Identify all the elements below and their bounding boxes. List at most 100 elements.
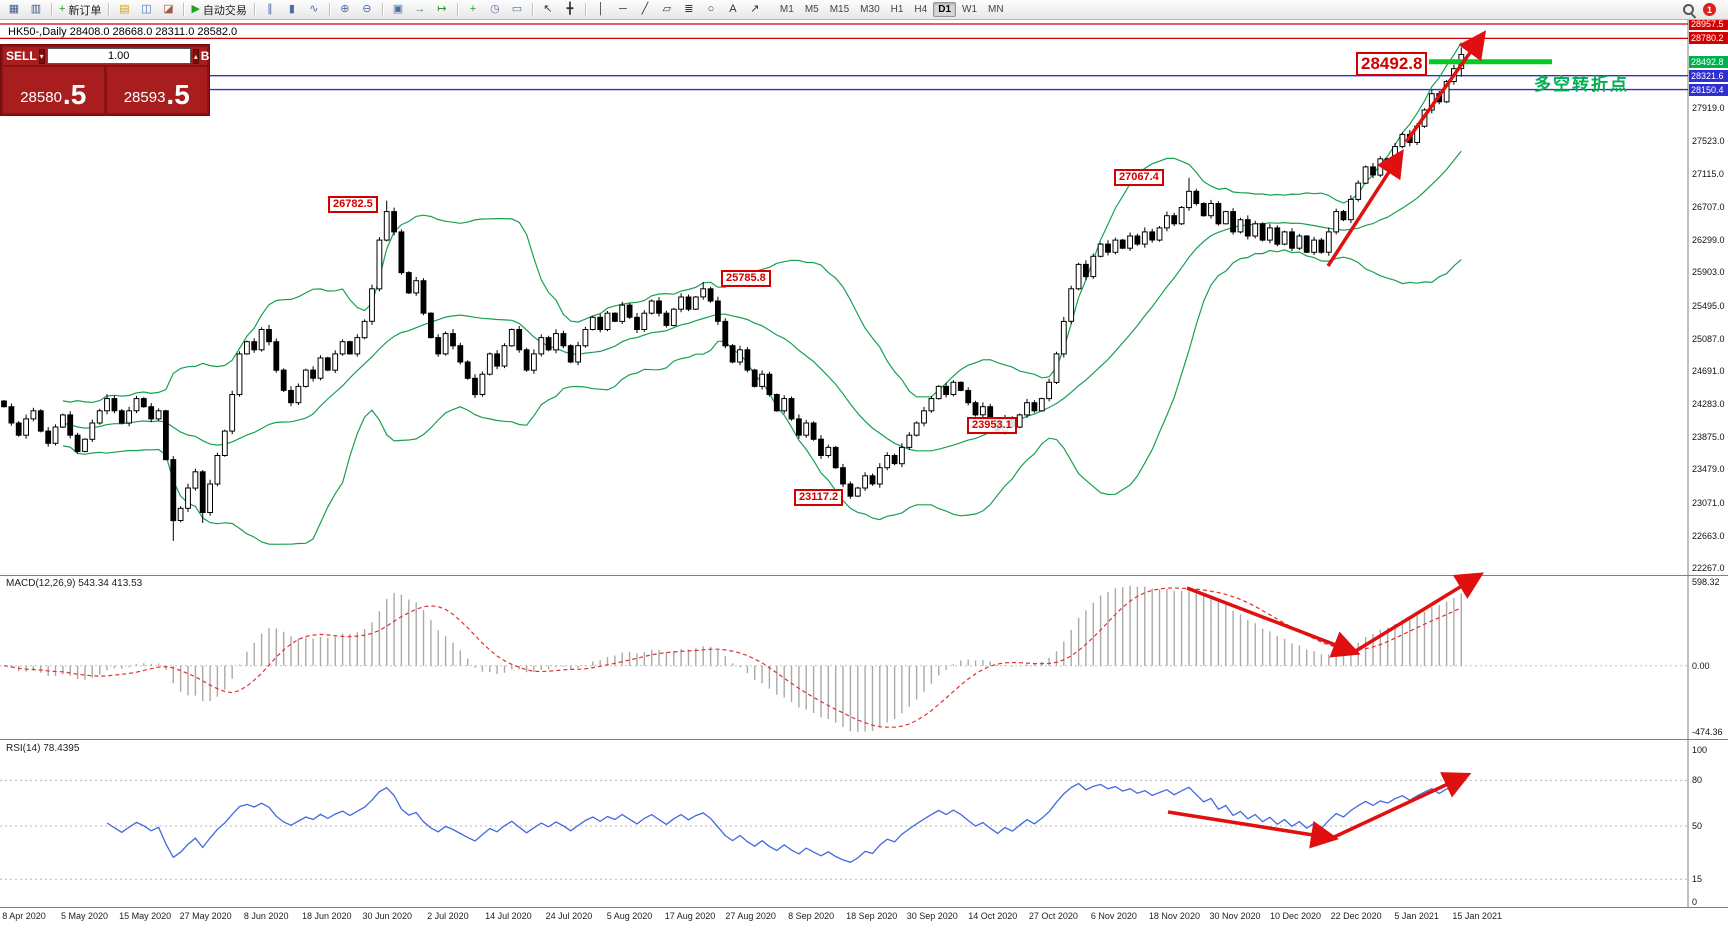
price-label-27067.4[interactable]: 27067.4 <box>1114 169 1164 186</box>
auto-trading-button-label: 自动交易 <box>202 4 247 17</box>
price-axis-highlight-28150.4: 28150.4 <box>1689 83 1728 96</box>
price-label-23953.1[interactable]: 23953.1 <box>967 417 1017 434</box>
timeframe-button-mn[interactable]: MN <box>983 2 1009 17</box>
line-chart-mode-icon: ∿ <box>309 3 319 15</box>
macd-down-arrow <box>1186 586 1361 658</box>
data-window-icon[interactable]: ◫ <box>136 2 156 18</box>
notification-badge[interactable]: 1 <box>1703 3 1716 16</box>
periods-icon: ◷ <box>490 3 500 15</box>
search-icon-handle <box>1690 12 1697 19</box>
price-label-28492.8[interactable]: 28492.8 <box>1356 52 1428 76</box>
uptrend-arrow-1 <box>1326 149 1404 267</box>
horizontal-line-icon: ─ <box>619 3 627 15</box>
auto-trading-button[interactable]: ▶ 自动交易 <box>189 2 248 18</box>
toolbar-separator <box>381 3 383 16</box>
crosshair-icon[interactable]: ╋ <box>560 2 580 18</box>
price-axis-highlight-28492.8: 28492.8 <box>1689 55 1728 68</box>
text-icon[interactable]: A <box>723 2 743 18</box>
time-axis-label: 8 Sep 2020 <box>788 911 835 921</box>
time-axis-label: 30 Jun 2020 <box>362 911 413 921</box>
price-label-23117.2[interactable]: 23117.2 <box>794 489 844 506</box>
rsi-down-arrow <box>1167 810 1339 849</box>
rsi-indicator-label: RSI(14) 78.4395 <box>6 743 80 754</box>
turning-point-annotation[interactable]: 多空转折点 <box>1534 75 1629 94</box>
shapes-icon[interactable]: ○ <box>701 2 721 18</box>
navigator-icon[interactable]: ◪ <box>158 2 178 18</box>
vertical-line-icon[interactable]: │ <box>591 2 611 18</box>
timeframe-button-h1[interactable]: H1 <box>886 2 909 17</box>
price-axis-label: 27919.0 <box>1692 103 1725 114</box>
price-axis-label: 24283.0 <box>1692 399 1725 410</box>
trendline-icon[interactable]: ╱ <box>635 2 655 18</box>
tile-windows-icon[interactable]: ▣ <box>388 2 408 18</box>
line-chart-mode-icon[interactable]: ∿ <box>304 2 324 18</box>
price-axis-label: 24691.0 <box>1692 365 1725 376</box>
navigator-icon: ◪ <box>163 3 174 15</box>
chart-profiles-icon: ▥ <box>30 3 42 15</box>
zoom-out-icon[interactable]: ⊖ <box>357 2 377 18</box>
sell-button[interactable]: SELL <box>6 49 37 63</box>
time-axis-label: 14 Oct 2020 <box>968 911 1018 921</box>
chart-shift-icon[interactable]: ↦ <box>432 2 452 18</box>
buy-price-main: 28593 <box>123 89 166 106</box>
volume-down-icon[interactable]: ▾ <box>38 48 45 64</box>
price-label-26782.5[interactable]: 26782.5 <box>328 196 378 213</box>
timeframe-button-h4[interactable]: H4 <box>909 2 932 17</box>
trade-panel-prices: 28580 .5 28593 .5 <box>3 67 207 113</box>
timeframe-button-m1[interactable]: M1 <box>775 2 799 17</box>
channel-icon[interactable]: ▱ <box>657 2 677 18</box>
buy-price[interactable]: 28593 .5 <box>106 67 207 113</box>
chart-shift-icon: ↦ <box>437 3 447 15</box>
toolbar-button-group: ▦ ▥ + 新订单 ▤ ◫ ◪ ▶ 自动交易 ∥ ▮ ∿ ⊕ ⊖ ▣ → ↦ + ◷ ▭ ↖ ╋ │ ─ ╱ ▱ ≣ ○ A ↗ <box>4 2 765 18</box>
horizontal-line-icon[interactable]: ─ <box>613 2 633 18</box>
rsi-scale-label: 15 <box>1692 874 1703 885</box>
zoom-in-icon: ⊕ <box>340 3 350 15</box>
time-axis-label: 15 Jan 2021 <box>1452 911 1502 921</box>
price-axis-label: 27523.0 <box>1692 135 1725 146</box>
sell-price-main: 28580 <box>20 89 62 106</box>
fibonacci-icon[interactable]: ≣ <box>679 2 699 18</box>
price-axis-label: 22663.0 <box>1692 530 1725 541</box>
price-axis-label: 23479.0 <box>1692 464 1725 475</box>
timeframe-button-m30[interactable]: M30 <box>855 2 884 17</box>
buy-button[interactable]: BUY <box>200 49 227 63</box>
candlestick-mode-icon[interactable]: ▮ <box>282 2 302 18</box>
volume-up-icon[interactable]: ▴ <box>192 48 199 64</box>
timeframe-button-m15[interactable]: M15 <box>825 2 854 17</box>
price-label-25785.8[interactable]: 25785.8 <box>721 270 771 287</box>
rsi-scale-label: 100 <box>1692 745 1708 755</box>
new-chart-icon[interactable]: ▦ <box>4 2 24 18</box>
search-icon[interactable] <box>1682 3 1697 19</box>
indicators-icon[interactable]: + <box>463 2 483 18</box>
timeframe-button-w1[interactable]: W1 <box>957 2 982 17</box>
time-axis-label: 8 Jun 2020 <box>243 911 289 921</box>
timeframe-button-d1[interactable]: D1 <box>933 2 957 17</box>
candle-wicks <box>3 47 1462 541</box>
periods-icon[interactable]: ◷ <box>485 2 505 18</box>
volume-input[interactable] <box>46 48 191 64</box>
time-axis-label: 8 Apr 2020 <box>2 911 46 921</box>
timeframe-button-group: M1 M5 M15 M30 H1 H4 D1 W1 MN <box>775 2 1009 17</box>
bar-chart-mode-icon[interactable]: ∥ <box>260 2 280 18</box>
zoom-in-icon[interactable]: ⊕ <box>335 2 355 18</box>
channel-icon: ▱ <box>662 3 672 15</box>
sell-price[interactable]: 28580 .5 <box>3 67 104 113</box>
toolbar-right-group: 1 <box>1682 3 1724 19</box>
toolbar-separator <box>51 3 52 16</box>
market-watch-icon[interactable]: ▤ <box>114 2 134 18</box>
time-axis-label: 6 Nov 2020 <box>1090 911 1137 921</box>
price-axis-highlight-28957.5: 28957.5 <box>1689 18 1728 30</box>
auto-scroll-icon[interactable]: → <box>410 2 430 18</box>
timeframe-button-m5[interactable]: M5 <box>800 2 824 17</box>
new-order-button[interactable]: + 新订单 <box>57 2 103 18</box>
chart-profiles-icon[interactable]: ▥ <box>26 2 46 18</box>
price-axis-label: 26707.0 <box>1692 201 1725 212</box>
rsi-scale-label: 80 <box>1692 775 1703 786</box>
market-watch-icon: ▤ <box>119 3 130 15</box>
templates-icon[interactable]: ▭ <box>507 2 527 18</box>
rsi-scale-label: 0 <box>1692 897 1698 907</box>
arrows-icon[interactable]: ↗ <box>745 2 765 18</box>
toolbar-separator <box>108 3 110 16</box>
cursor-icon[interactable]: ↖ <box>538 2 558 18</box>
